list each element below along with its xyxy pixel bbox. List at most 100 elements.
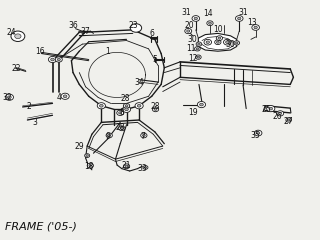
Circle shape (226, 41, 229, 43)
Circle shape (144, 167, 147, 168)
Circle shape (119, 126, 125, 131)
Circle shape (124, 103, 130, 108)
Text: 1: 1 (105, 47, 110, 56)
Text: 8: 8 (119, 108, 124, 117)
Text: 37: 37 (81, 27, 91, 36)
Circle shape (197, 102, 205, 108)
Circle shape (51, 58, 54, 61)
Circle shape (192, 16, 200, 21)
Circle shape (218, 37, 221, 39)
Circle shape (286, 118, 292, 122)
Circle shape (141, 133, 147, 138)
Text: 28: 28 (120, 94, 130, 103)
Text: 2: 2 (27, 102, 31, 111)
Circle shape (135, 103, 143, 109)
Text: 6: 6 (149, 29, 154, 38)
Text: 29: 29 (75, 142, 84, 150)
Circle shape (200, 103, 203, 106)
Circle shape (279, 112, 282, 114)
Circle shape (236, 42, 238, 44)
Circle shape (15, 34, 21, 39)
Circle shape (63, 95, 67, 98)
Circle shape (196, 48, 199, 50)
Text: 27: 27 (284, 117, 293, 126)
Text: 9: 9 (105, 132, 110, 141)
Text: 24: 24 (7, 28, 16, 37)
Text: 35: 35 (251, 131, 260, 140)
Text: 10: 10 (213, 25, 223, 34)
Text: 11: 11 (186, 44, 196, 53)
Circle shape (87, 163, 93, 168)
Circle shape (152, 107, 159, 112)
Text: 7: 7 (140, 132, 145, 141)
Text: 34: 34 (134, 78, 144, 87)
Circle shape (119, 112, 122, 114)
Circle shape (254, 130, 262, 136)
Text: 31: 31 (181, 8, 191, 17)
Circle shape (48, 56, 57, 63)
Circle shape (85, 154, 90, 157)
Circle shape (5, 94, 13, 100)
Circle shape (123, 106, 131, 112)
Circle shape (143, 166, 148, 169)
Circle shape (195, 47, 200, 51)
Circle shape (269, 107, 273, 110)
Text: 22: 22 (12, 65, 21, 73)
Polygon shape (198, 33, 237, 51)
Circle shape (287, 119, 290, 121)
Circle shape (209, 22, 212, 24)
Text: 4: 4 (56, 93, 61, 102)
Circle shape (196, 55, 201, 59)
Text: 26: 26 (273, 112, 283, 121)
Circle shape (234, 41, 240, 45)
Text: 3: 3 (33, 118, 38, 127)
Circle shape (196, 42, 202, 46)
Circle shape (57, 58, 60, 61)
Text: 30: 30 (188, 35, 197, 44)
Circle shape (8, 96, 11, 99)
Circle shape (106, 133, 112, 138)
Circle shape (108, 134, 111, 137)
Circle shape (277, 111, 284, 116)
Text: FRAME ('05-): FRAME ('05-) (5, 222, 77, 232)
Circle shape (125, 108, 128, 111)
Text: 12: 12 (188, 54, 197, 63)
Circle shape (198, 43, 200, 45)
Text: 16: 16 (35, 47, 45, 56)
Circle shape (194, 17, 197, 20)
Text: 20: 20 (185, 21, 194, 30)
Circle shape (206, 41, 210, 43)
Circle shape (89, 164, 92, 167)
Circle shape (254, 26, 257, 29)
Text: 14: 14 (204, 9, 213, 18)
Circle shape (125, 165, 128, 167)
Circle shape (11, 31, 25, 42)
Circle shape (86, 155, 88, 156)
Circle shape (236, 16, 243, 21)
Circle shape (125, 105, 128, 107)
Circle shape (154, 108, 157, 110)
Circle shape (124, 164, 130, 169)
Circle shape (187, 30, 190, 32)
Text: 5: 5 (152, 55, 157, 64)
Circle shape (185, 28, 192, 34)
Circle shape (215, 40, 221, 45)
Circle shape (256, 132, 260, 134)
Circle shape (120, 127, 123, 129)
Text: 18: 18 (84, 162, 93, 171)
Text: 36: 36 (68, 21, 78, 30)
Text: 30: 30 (226, 40, 235, 48)
Text: 28: 28 (150, 102, 160, 111)
Circle shape (97, 103, 105, 109)
Circle shape (137, 104, 141, 107)
Circle shape (267, 106, 275, 112)
Circle shape (204, 39, 212, 45)
Circle shape (252, 25, 260, 30)
Text: 25: 25 (262, 105, 271, 114)
Circle shape (223, 39, 231, 45)
Circle shape (142, 134, 145, 137)
Circle shape (207, 21, 213, 26)
Circle shape (216, 36, 223, 41)
Circle shape (130, 24, 142, 32)
Circle shape (197, 56, 200, 58)
